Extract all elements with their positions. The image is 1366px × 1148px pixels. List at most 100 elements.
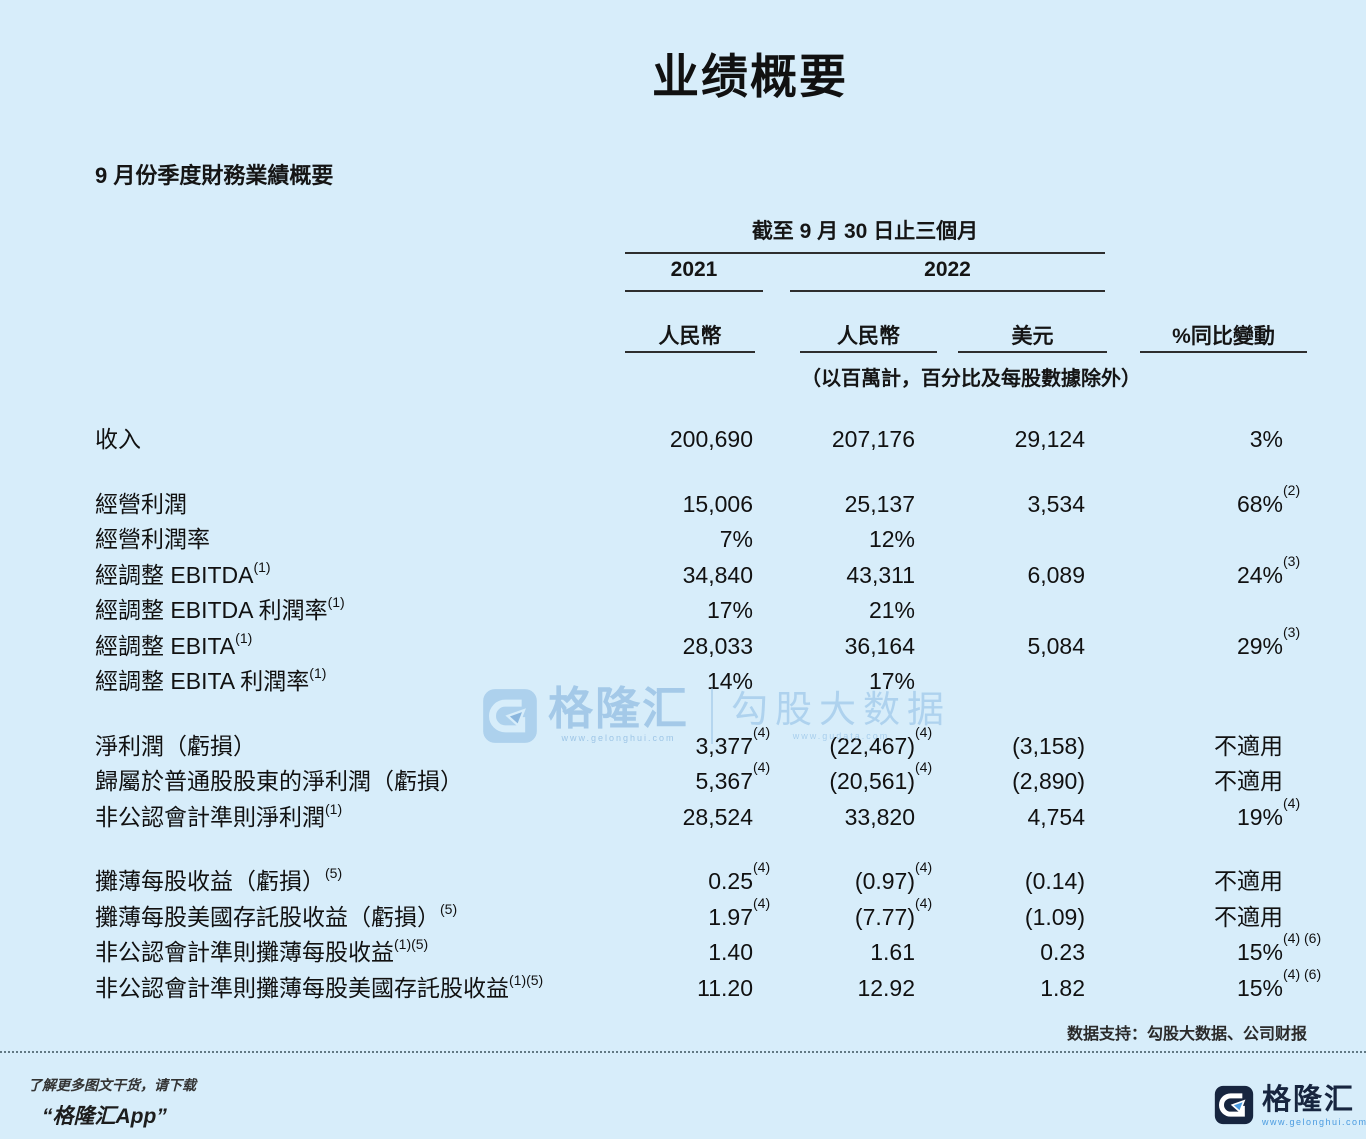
cell-value: 收入 bbox=[95, 426, 141, 452]
cell-yoy: 不適用 bbox=[1085, 864, 1283, 900]
table-row: 經調整 EBITDA 利潤率(1) 17% 21% bbox=[95, 593, 1307, 629]
cell-label: 經調整 EBITA(1) bbox=[95, 629, 625, 665]
footnote-ref: (1)(5) bbox=[394, 936, 429, 953]
cell-label: 經調整 EBITDA(1) bbox=[95, 558, 625, 594]
cell-value: 4,754 bbox=[1027, 803, 1085, 830]
cell-value: 36,164 bbox=[844, 632, 915, 659]
cell-value: 歸屬於普通股股東的淨利潤（虧損） bbox=[95, 768, 463, 794]
cell-value: 24% bbox=[1236, 561, 1283, 588]
cell-usd: (3,158) bbox=[915, 729, 1085, 765]
page-title: 业绩概要 bbox=[652, 50, 848, 103]
cell-usd bbox=[915, 664, 1085, 700]
cell-yoy bbox=[1085, 593, 1283, 629]
cell-rmb2022: 25,137 bbox=[753, 487, 915, 523]
cell-rmb2022: (20,561)(4) bbox=[829, 759, 933, 794]
cell-label: 非公認會計準則淨利潤(1) bbox=[95, 800, 625, 836]
cell-usd: (2,890) bbox=[915, 764, 1085, 800]
table-row: 非公認會計準則攤薄每股美國存託股收益(1)(5) 11.20 12.92 1.82 15… bbox=[95, 965, 1322, 1007]
cell-value: 28,524 bbox=[682, 803, 753, 830]
year-2022-underline bbox=[790, 290, 1105, 292]
cell-value: 經調整 EBITA 利潤率 bbox=[95, 668, 310, 694]
footnote-ref: (1) bbox=[309, 665, 327, 682]
cell-yoy: 15%(4) (6) bbox=[1236, 965, 1322, 1001]
cell-rmb2021: 200,690 bbox=[625, 422, 753, 458]
cell-value: 經調整 EBITDA bbox=[95, 561, 254, 588]
cell-value: 非公認會計準則攤薄每股美國存託股收益 bbox=[95, 974, 509, 1001]
cell-value: 3,377 bbox=[695, 732, 753, 759]
cell-value: 17% bbox=[706, 597, 753, 623]
table-row: 收入 200,690 207,176 29,124 3% bbox=[95, 422, 1307, 458]
cell-rmb2021: 7% bbox=[625, 522, 753, 558]
cell-label: 非公認會計準則攤薄每股美國存託股收益(1)(5) bbox=[95, 971, 625, 1007]
cell-value: 5,084 bbox=[1027, 632, 1085, 659]
table-row: 經調整 EBITDA(1) 34,840 43,311 6,089 24%(3) bbox=[95, 554, 1307, 594]
cell-rmb2021: 28,524 bbox=[625, 800, 753, 836]
cell-value: 1.82 bbox=[1040, 974, 1085, 1001]
year-2022-header: 2022 bbox=[924, 258, 971, 281]
cell-label: 經調整 EBITA 利潤率(1) bbox=[95, 664, 625, 700]
cell-value: 34,840 bbox=[682, 561, 753, 588]
cell-value: (22,467) bbox=[829, 732, 915, 759]
data-source-credit: 数据支持：勾股大数据、公司财报 bbox=[1066, 1026, 1307, 1043]
cell-usd: 3,534 bbox=[915, 487, 1085, 523]
unit-note: （以百萬計，百分比及每股數據除外） bbox=[801, 368, 1141, 390]
cell-label: 攤薄每股收益（虧損）(5) bbox=[95, 864, 625, 900]
table-row: 非公認會計準則淨利潤(1) 28,524 33,820 4,754 19%(4) bbox=[95, 796, 1307, 836]
table-row: 攤薄每股美國存託股收益（虧損）(5) 1.97(4) (7.77)(4) (1.09)… bbox=[95, 894, 1307, 936]
bottom-white-strip bbox=[0, 1139, 1366, 1148]
cell-value: 1.97 bbox=[708, 903, 753, 930]
cell-rmb2021: 5,367(4) bbox=[695, 759, 771, 794]
cell-rmb2021: 11.20 bbox=[625, 971, 753, 1007]
year-2021-header: 2021 bbox=[670, 258, 718, 281]
cell-rmb2021: 1.97(4) bbox=[708, 894, 771, 930]
cell-rmb2022: 207,176 bbox=[753, 422, 915, 458]
promo-text: 了解更多图文干货，请下载 bbox=[28, 1077, 196, 1093]
table-row: 攤薄每股收益（虧損）(5) 0.25(4) (0.97)(4) (0.14) 不適用 bbox=[95, 860, 1307, 900]
row-group-gap bbox=[95, 700, 1307, 729]
cell-rmb2021: 1.40 bbox=[625, 935, 753, 971]
cell-usd: 29,124 bbox=[915, 422, 1085, 458]
col-header-rmb-2022: 人民幣 bbox=[837, 325, 900, 348]
cell-yoy bbox=[1085, 664, 1283, 700]
cell-value: (0.14) bbox=[1024, 868, 1085, 894]
cell-value: 5,367 bbox=[695, 768, 753, 794]
cell-rmb2021: 28,033 bbox=[625, 629, 753, 665]
row-group-gap bbox=[95, 835, 1307, 864]
cell-value: 非公認會計準則淨利潤 bbox=[95, 803, 325, 830]
footnote-ref: (1) bbox=[327, 594, 345, 611]
table-rows: 收入 200,690 207,176 29,124 3% 經營利潤 15,006 25,137… bbox=[95, 422, 1322, 1007]
table-row: 非公認會計準則攤薄每股收益(1)(5) 1.40 1.61 0.23 15%(4) (6… bbox=[95, 931, 1321, 971]
cell-yoy: 68%(2) bbox=[1236, 481, 1301, 517]
footnote-ref: (5) bbox=[325, 865, 343, 882]
dashed-divider bbox=[0, 1051, 1366, 1053]
cell-value: 43,311 bbox=[846, 561, 915, 588]
cell-rmb2022: 36,164 bbox=[753, 629, 915, 665]
cell-rmb2022: (22,467)(4) bbox=[829, 723, 933, 759]
cell-value: (20,561) bbox=[829, 768, 915, 794]
footnote-ref: (1)(5) bbox=[509, 971, 544, 988]
cell-value: 15,006 bbox=[682, 490, 753, 517]
cell-value: 28,033 bbox=[682, 632, 753, 659]
cell-usd: 1.82 bbox=[915, 971, 1085, 1007]
cell-value: 6,089 bbox=[1027, 561, 1085, 588]
brand-logo: 格隆汇 www.gelonghui.com bbox=[1214, 1084, 1366, 1127]
cell-yoy bbox=[1085, 522, 1283, 558]
cell-value: 17% bbox=[868, 668, 915, 694]
year-2021-underline bbox=[625, 290, 763, 292]
cell-rmb2021: 17% bbox=[625, 593, 753, 629]
cell-value: 68% bbox=[1236, 490, 1283, 517]
cell-yoy: 不適用 bbox=[1085, 764, 1283, 800]
cell-yoy: 不適用 bbox=[1085, 900, 1283, 936]
cell-value: (0.97) bbox=[854, 868, 915, 894]
cell-value: 非公認會計準則攤薄每股收益 bbox=[95, 939, 394, 965]
cell-yoy: 3% bbox=[1085, 422, 1283, 458]
cell-rmb2022: 17% bbox=[753, 664, 915, 700]
cell-value: 0.25 bbox=[708, 868, 753, 894]
cell-value: 攤薄每股收益（虧損） bbox=[95, 868, 325, 894]
cell-rmb2022: (7.77)(4) bbox=[854, 894, 933, 930]
cell-label: 歸屬於普通股股東的淨利潤（虧損） bbox=[95, 764, 625, 800]
cell-rmb2021: 3,377(4) bbox=[695, 723, 771, 759]
cell-value: 經營利潤 bbox=[95, 490, 187, 517]
cell-value: 不適用 bbox=[1214, 903, 1283, 930]
